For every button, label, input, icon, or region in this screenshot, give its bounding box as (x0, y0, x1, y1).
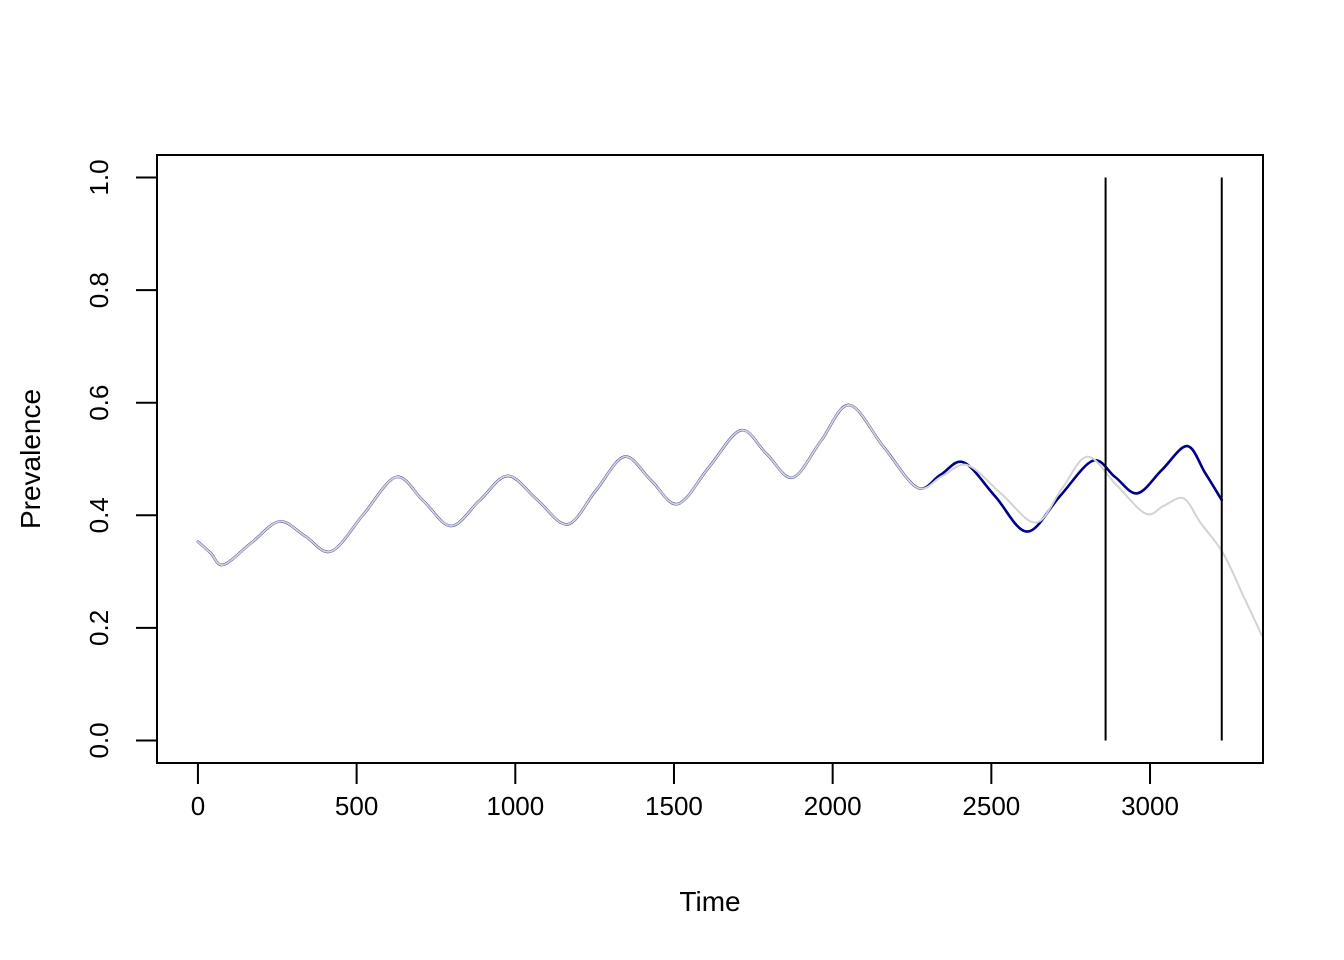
x-tick-label: 2500 (962, 791, 1020, 821)
x-tick-label: 500 (335, 791, 378, 821)
y-tick-label: 0.0 (84, 722, 114, 758)
x-tick-label: 1500 (645, 791, 703, 821)
x-tick-label: 1000 (486, 791, 544, 821)
x-axis-title: Time (679, 886, 741, 917)
x-tick-label: 3000 (1121, 791, 1179, 821)
y-tick-label: 0.4 (84, 497, 114, 533)
x-tick-label: 2000 (804, 791, 862, 821)
plot-box (156, 154, 1264, 764)
series-lines (196, 403, 1263, 637)
y-axis-title: Prevalence (15, 388, 46, 530)
x-axis: 0 500 1000 1500 2000 2500 3000 (191, 763, 1179, 821)
series-light-gray-line (196, 404, 1263, 637)
y-tick-label: 0.2 (84, 610, 114, 646)
y-tick-label: 1.0 (84, 159, 114, 195)
y-tick-label: 0.8 (84, 272, 114, 308)
y-tick-label: 0.6 (84, 385, 114, 421)
reference-vlines (1104, 177, 1223, 741)
y-axis: 0.0 0.2 0.4 0.6 0.8 1.0 (84, 159, 157, 759)
series-dark-blue-line (196, 403, 1223, 567)
x-tick-label: 0 (191, 791, 205, 821)
